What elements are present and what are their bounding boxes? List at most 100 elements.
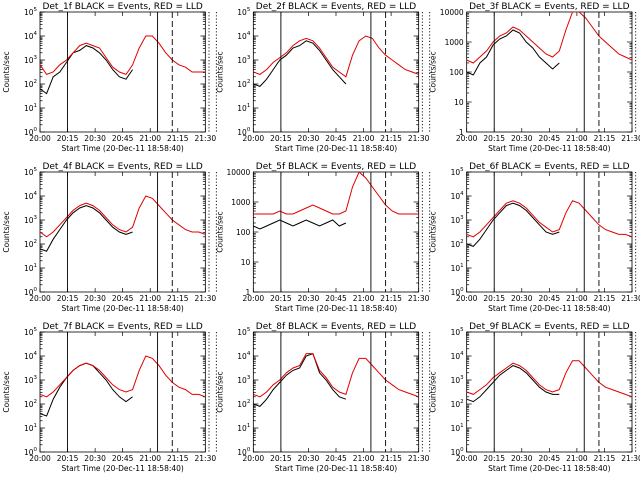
x-tick-label: 20:30 [84, 294, 106, 303]
plot-frame [39, 11, 206, 133]
x-tick-label: 21:00 [139, 294, 161, 303]
x-tick-label: 21:30 [195, 454, 217, 463]
x-tick-label: 20:15 [483, 454, 505, 463]
series-line-events [466, 29, 560, 76]
x-tick-label: 20:00 [456, 134, 478, 143]
y-tick-label: 104 [24, 191, 38, 201]
detector-plot-9: Det_9f BLACK = Events, RED = LLD 20:00 20:… [429, 322, 640, 473]
x-tick-label: 20:45 [325, 294, 347, 303]
y-tick-label: 100 [237, 447, 251, 457]
y-tick-label: 105 [24, 167, 38, 177]
y-tick-label: 104 [451, 351, 465, 361]
series-line-lld [40, 35, 206, 76]
y-tick-label: 102 [24, 399, 37, 409]
y-tick-label: 104 [237, 351, 251, 361]
series-line-lld [40, 355, 206, 398]
series-line-events [253, 40, 347, 87]
x-tick-label: 21:00 [353, 134, 375, 143]
y-tick-label: 101 [24, 423, 37, 433]
y-tick-label: 101 [237, 423, 250, 433]
y-tick-label: 1 [459, 128, 464, 137]
y-tick-label: 101 [237, 103, 250, 113]
plot-title: Det_6f BLACK = Events, RED = LLD [469, 162, 629, 172]
y-tick-label: 10000 [440, 8, 464, 17]
y-tick-label: 103 [24, 375, 38, 385]
x-tick-label: 20:45 [539, 134, 561, 143]
x-tick-label: 20:45 [325, 134, 347, 143]
plot-title: Det_9f BLACK = Events, RED = LLD [469, 322, 629, 332]
x-tick-label: 20:45 [112, 134, 134, 143]
y-tick-label: 102 [237, 79, 250, 89]
x-tick-label: 20:30 [298, 134, 320, 143]
series-line-lld [466, 12, 632, 64]
x-axis-label: Start Time (20-Dec-11 18:58:40) [488, 304, 610, 313]
x-axis-label: Start Time (20-Dec-11 18:58:40) [275, 464, 397, 473]
x-tick-label: 21:00 [566, 134, 588, 143]
y-tick-label: 105 [237, 7, 251, 17]
y-axis-label: Counts/sec [429, 211, 438, 252]
y-axis-label: Counts/sec [2, 371, 11, 412]
plot-title: Det_7f BLACK = Events, RED = LLD [42, 322, 202, 332]
y-tick-label: 10 [454, 98, 464, 107]
x-tick-label: 20:00 [243, 134, 265, 143]
series-line-events [40, 205, 133, 252]
plot-frame [39, 171, 206, 293]
plot-frame [252, 171, 420, 293]
x-tick-label: 20:30 [84, 454, 106, 463]
x-tick-label: 21:15 [594, 454, 616, 463]
x-tick-label: 21:15 [594, 294, 616, 303]
x-axis-label: Start Time (20-Dec-11 18:58:40) [61, 144, 183, 153]
detector-plot-3: Det_3f BLACK = Events, RED = LLD 20:00 20:… [429, 2, 640, 153]
y-tick-label: 103 [451, 215, 465, 225]
x-tick-label: 20:45 [112, 294, 134, 303]
x-tick-label: 20:30 [298, 454, 320, 463]
x-tick-label: 21:00 [139, 454, 161, 463]
x-tick-label: 20:15 [270, 294, 292, 303]
x-tick-label: 21:30 [621, 134, 640, 143]
x-tick-label: 20:15 [57, 454, 79, 463]
x-tick-label: 21:15 [594, 134, 616, 143]
y-tick-label: 10000 [226, 168, 250, 177]
plot-title: Det_3f BLACK = Events, RED = LLD [469, 2, 629, 12]
series-line-events [253, 219, 347, 230]
x-tick-label: 21:15 [167, 454, 189, 463]
y-tick-label: 105 [451, 327, 465, 337]
y-tick-label: 1 [246, 288, 251, 297]
detector-plot-8: Det_8f BLACK = Events, RED = LLD 20:00 20:… [215, 322, 431, 473]
x-tick-label: 20:00 [243, 454, 265, 463]
y-tick-label: 100 [24, 447, 38, 457]
detector-plot-6: Det_6f BLACK = Events, RED = LLD 20:00 20:… [429, 162, 640, 313]
plot-frame [252, 331, 420, 453]
x-tick-label: 20:15 [270, 134, 292, 143]
x-tick-label: 21:30 [408, 454, 430, 463]
series-line-lld [253, 35, 419, 78]
x-axis-label: Start Time (20-Dec-11 18:58:40) [61, 304, 183, 313]
x-tick-label: 21:30 [621, 454, 640, 463]
y-tick-label: 105 [237, 327, 251, 337]
x-axis-label: Start Time (20-Dec-11 18:58:40) [275, 144, 397, 153]
x-tick-label: 21:30 [621, 294, 640, 303]
x-tick-label: 20:45 [112, 454, 134, 463]
x-tick-label: 20:00 [29, 134, 51, 143]
plot-title: Det_2f BLACK = Events, RED = LLD [256, 2, 416, 12]
plot-title: Det_1f BLACK = Events, RED = LLD [42, 2, 202, 12]
detector-plot-1: Det_1f BLACK = Events, RED = LLD 20:00 20:… [2, 2, 217, 153]
y-tick-label: 102 [24, 239, 37, 249]
x-tick-label: 20:15 [270, 454, 292, 463]
y-tick-label: 105 [24, 327, 38, 337]
plot-frame [466, 171, 633, 293]
y-tick-label: 104 [237, 31, 251, 41]
y-tick-label: 100 [451, 287, 465, 297]
y-tick-label: 100 [237, 127, 251, 137]
x-tick-label: 21:00 [566, 454, 588, 463]
x-tick-label: 21:30 [408, 134, 430, 143]
x-tick-label: 20:00 [29, 294, 51, 303]
y-tick-label: 102 [451, 239, 464, 249]
y-tick-label: 103 [237, 55, 251, 65]
detector-plot-7: Det_7f BLACK = Events, RED = LLD 20:00 20:… [2, 322, 217, 473]
plot-frame [252, 11, 420, 133]
x-tick-label: 20:45 [539, 294, 561, 303]
y-axis-label: Counts/sec [2, 211, 11, 252]
